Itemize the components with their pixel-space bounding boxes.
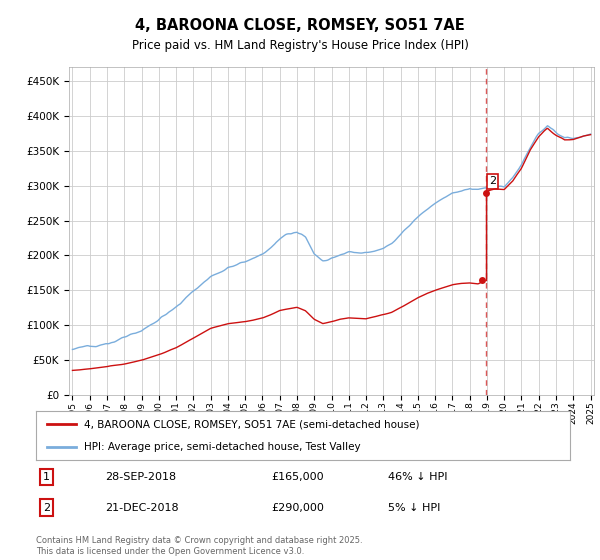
- Text: 4, BAROONA CLOSE, ROMSEY, SO51 7AE: 4, BAROONA CLOSE, ROMSEY, SO51 7AE: [135, 18, 465, 33]
- Text: £165,000: £165,000: [271, 472, 323, 482]
- Text: 4, BAROONA CLOSE, ROMSEY, SO51 7AE (semi-detached house): 4, BAROONA CLOSE, ROMSEY, SO51 7AE (semi…: [84, 419, 419, 430]
- Text: 2: 2: [43, 503, 50, 512]
- Text: 1: 1: [43, 472, 50, 482]
- Text: 21-DEC-2018: 21-DEC-2018: [106, 503, 179, 512]
- Text: HPI: Average price, semi-detached house, Test Valley: HPI: Average price, semi-detached house,…: [84, 442, 361, 452]
- Text: 46% ↓ HPI: 46% ↓ HPI: [388, 472, 448, 482]
- Text: 2: 2: [489, 176, 496, 186]
- Text: 5% ↓ HPI: 5% ↓ HPI: [388, 503, 441, 512]
- Text: Price paid vs. HM Land Registry's House Price Index (HPI): Price paid vs. HM Land Registry's House …: [131, 39, 469, 52]
- Text: Contains HM Land Registry data © Crown copyright and database right 2025.
This d: Contains HM Land Registry data © Crown c…: [36, 536, 362, 556]
- Text: 28-SEP-2018: 28-SEP-2018: [106, 472, 176, 482]
- Text: £290,000: £290,000: [271, 503, 324, 512]
